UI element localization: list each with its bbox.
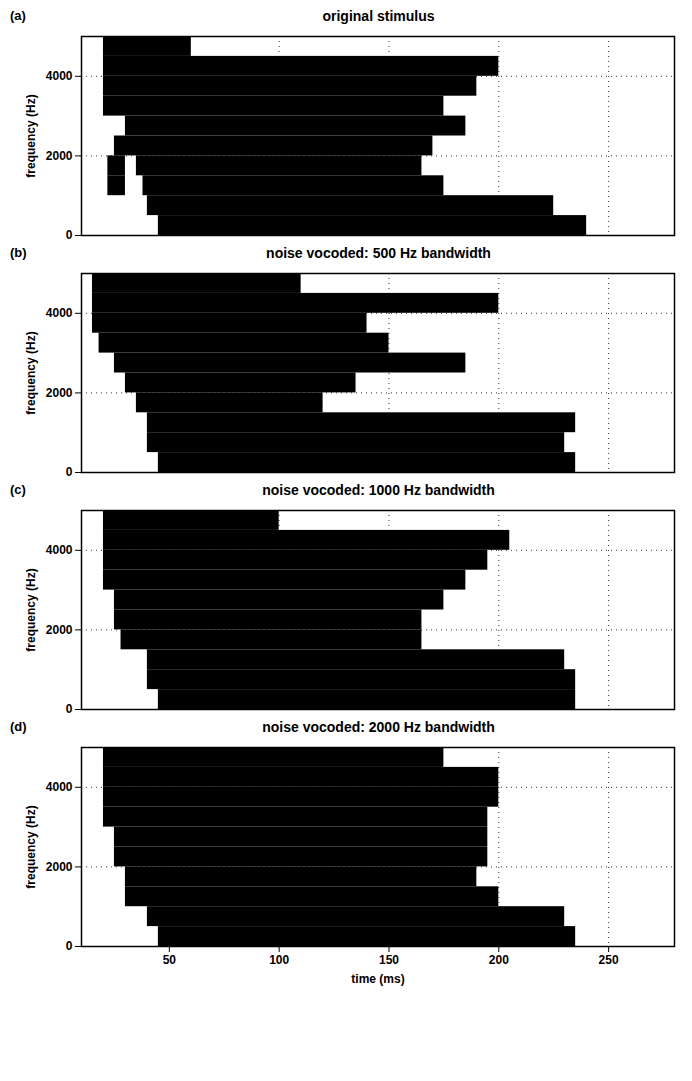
- svg-text:0: 0: [66, 465, 73, 479]
- svg-text:2000: 2000: [46, 860, 73, 874]
- html-text:(c): (c): [10, 482, 26, 497]
- html-text:original stimulus: original stimulus: [322, 8, 435, 24]
- svg-text:4000: 4000: [46, 306, 73, 320]
- svg-text:2000: 2000: [46, 386, 73, 400]
- html-text:(d): (d): [10, 719, 27, 734]
- svg-text:4000: 4000: [46, 69, 73, 83]
- svg-text:200: 200: [489, 953, 509, 967]
- svg-text:frequency (Hz): frequency (Hz): [24, 94, 38, 177]
- svg-text:4000: 4000: [46, 780, 73, 794]
- svg-text:250: 250: [599, 953, 619, 967]
- svg-text:150: 150: [379, 953, 399, 967]
- svg-text:time (ms): time (ms): [351, 972, 404, 986]
- svg-text:50: 50: [163, 953, 177, 967]
- svg-text:frequency (Hz): frequency (Hz): [24, 805, 38, 888]
- svg-text:2000: 2000: [46, 623, 73, 637]
- svg-text:4000: 4000: [46, 543, 73, 557]
- svg-text:0: 0: [66, 702, 73, 716]
- svg-text:100: 100: [269, 953, 289, 967]
- html-text:noise vocoded: 1000 Hz bandwid: noise vocoded: 1000 Hz bandwidth: [262, 482, 495, 498]
- svg-text:frequency (Hz): frequency (Hz): [24, 331, 38, 414]
- html-text:noise vocoded: 2000 Hz bandwid: noise vocoded: 2000 Hz bandwidth: [262, 719, 495, 735]
- html-text:(a): (a): [10, 8, 26, 23]
- html-text:noise vocoded: 500 Hz bandwidt: noise vocoded: 500 Hz bandwidth: [266, 245, 491, 261]
- svg-text:2000: 2000: [46, 149, 73, 163]
- svg-text:frequency (Hz): frequency (Hz): [24, 568, 38, 651]
- html-text:(b): (b): [10, 245, 27, 260]
- svg-text:0: 0: [66, 939, 73, 953]
- svg-text:0: 0: [66, 228, 73, 242]
